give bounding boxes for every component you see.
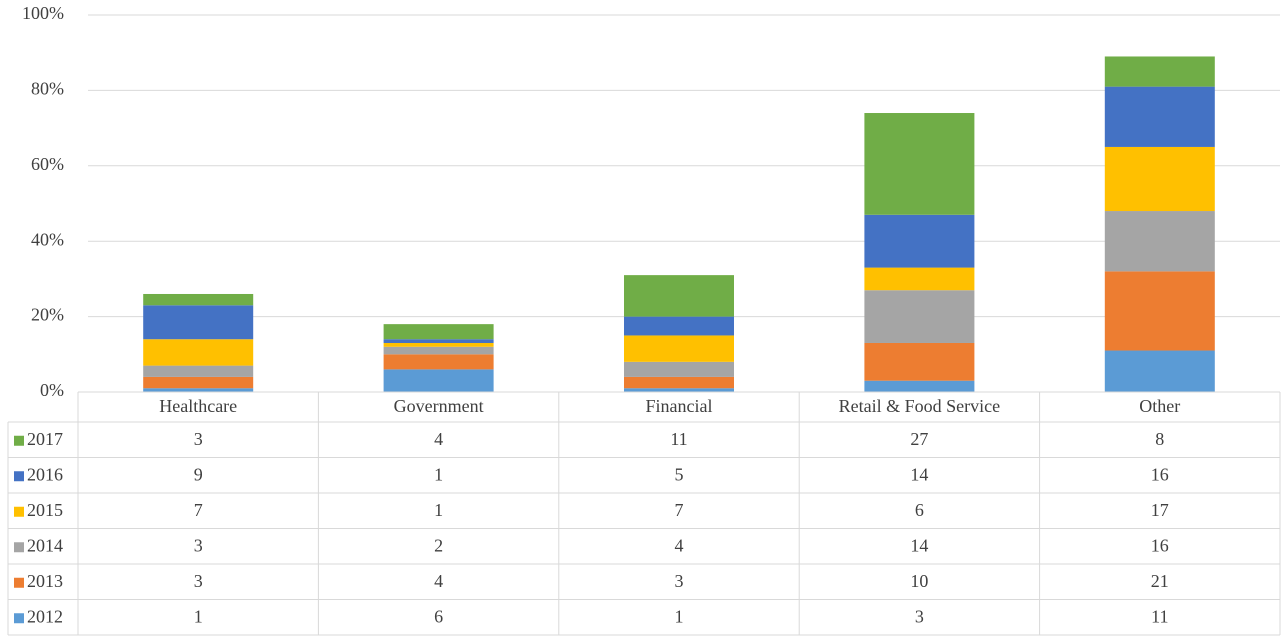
legend-swatch — [14, 613, 24, 624]
legend-label: 2013 — [27, 571, 63, 591]
bar-segment — [143, 388, 254, 392]
legend-swatch — [14, 577, 24, 588]
table-cell: 14 — [910, 464, 928, 484]
legend-label: 2015 — [27, 500, 63, 520]
table-cell: 7 — [675, 500, 684, 520]
table-cell: 3 — [915, 606, 924, 626]
table-cell: 21 — [1151, 571, 1169, 591]
table-cell: 6 — [915, 500, 924, 520]
legend-swatch — [14, 471, 24, 482]
table-cell: 10 — [910, 571, 928, 591]
bar-segment — [143, 305, 254, 340]
bar-segment — [624, 376, 734, 389]
bar-segment — [864, 380, 975, 392]
x-tick-label: Other — [1139, 396, 1180, 416]
bar-segment — [624, 275, 734, 317]
x-tick-label: Government — [394, 396, 484, 416]
table-cell: 4 — [675, 535, 684, 555]
legend-swatch — [14, 435, 24, 446]
table-cell: 2 — [434, 535, 443, 555]
bar-segment — [383, 369, 494, 392]
bar-segment — [1104, 86, 1215, 147]
x-tick-label: Healthcare — [159, 396, 237, 416]
table-cell: 8 — [1155, 429, 1164, 449]
y-tick-label: 60% — [31, 154, 64, 174]
bar-segment — [383, 339, 494, 343]
x-tick-label: Financial — [646, 396, 713, 416]
bar-segment — [383, 354, 494, 370]
bar-segment — [143, 293, 254, 306]
bar-segment — [864, 214, 975, 268]
bar-segment — [383, 346, 494, 355]
table-cell: 16 — [1151, 535, 1169, 555]
table-cell: 9 — [194, 464, 203, 484]
table-cell: 27 — [910, 429, 928, 449]
bar-segment — [864, 290, 975, 343]
table-cell: 11 — [1151, 606, 1168, 626]
bar-segment — [1104, 56, 1215, 87]
bar-segment — [624, 361, 734, 377]
x-tick-label: Retail & Food Service — [839, 396, 1000, 416]
table-cell: 6 — [434, 606, 443, 626]
legend-label: 2014 — [27, 535, 63, 555]
table-cell: 4 — [434, 429, 443, 449]
bar-segment — [1104, 146, 1215, 212]
table-cell: 1 — [434, 500, 443, 520]
bar-segment — [1104, 350, 1215, 392]
table-cell: 3 — [194, 535, 203, 555]
legend-label: 2017 — [27, 429, 63, 449]
bar-segment — [624, 316, 734, 336]
table-cell: 4 — [434, 571, 443, 591]
table-cell: 16 — [1151, 464, 1169, 484]
bar-segment — [864, 342, 975, 381]
bar-segment — [864, 267, 975, 291]
bar-segment — [624, 388, 734, 392]
bar-segment — [383, 324, 494, 340]
table-cell: 3 — [194, 571, 203, 591]
bar-segment — [143, 365, 254, 377]
bar-segment — [1104, 271, 1215, 351]
y-tick-label: 40% — [31, 229, 64, 249]
table-cell: 1 — [675, 606, 684, 626]
table-cell: 5 — [675, 464, 684, 484]
bar-segment — [1104, 211, 1215, 272]
legend-swatch — [14, 506, 24, 517]
table-cell: 1 — [194, 606, 203, 626]
table-cell: 17 — [1151, 500, 1169, 520]
table-cell: 3 — [194, 429, 203, 449]
y-tick-label: 20% — [31, 305, 64, 325]
bar-segment — [624, 335, 734, 362]
bar-segment — [864, 113, 975, 215]
table-cell: 11 — [670, 429, 687, 449]
table-cell: 7 — [194, 500, 203, 520]
table-cell: 14 — [910, 535, 928, 555]
bar-segment — [143, 339, 254, 366]
y-tick-label: 80% — [31, 79, 64, 99]
legend-label: 2016 — [27, 464, 63, 484]
table-cell: 3 — [675, 571, 684, 591]
bar-segment — [383, 342, 494, 347]
bar-segment — [143, 376, 254, 389]
legend-label: 2012 — [27, 606, 63, 626]
legend-swatch — [14, 542, 24, 553]
y-tick-label: 100% — [22, 3, 64, 23]
table-cell: 1 — [434, 464, 443, 484]
y-tick-label: 0% — [40, 380, 64, 400]
